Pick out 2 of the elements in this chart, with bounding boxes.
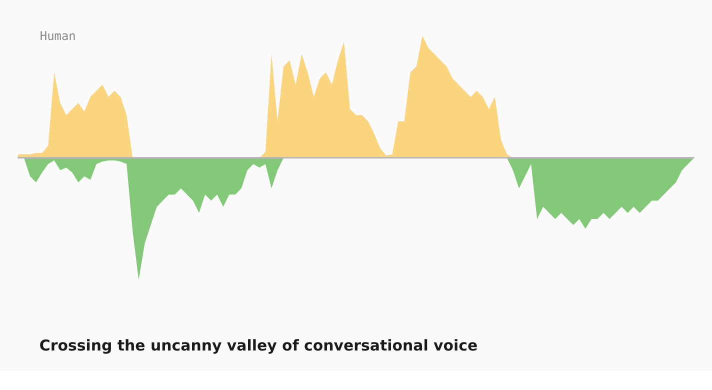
text: Crossing the uncanny valley of conversational voice [39, 336, 478, 355]
text: Human [40, 28, 76, 43]
